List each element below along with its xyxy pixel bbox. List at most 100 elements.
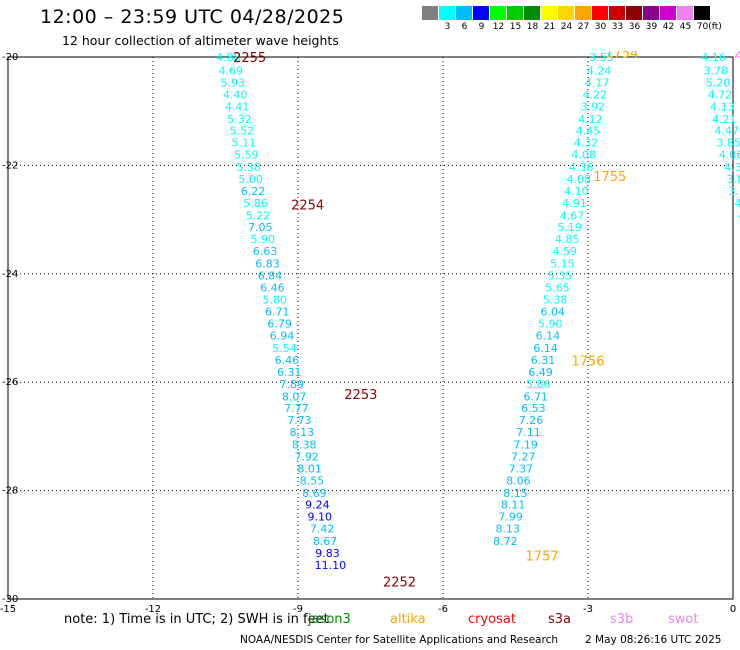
colorbar-swatch [524, 6, 540, 20]
wave-height-value: 4.85 [555, 233, 580, 246]
wave-height-value: 6.83 [255, 258, 280, 271]
y-tick-label: -26 [2, 377, 18, 388]
wave-height-value: 5.35 [548, 269, 573, 282]
wave-height-value: 11.10 [315, 559, 347, 572]
wave-height-value: 6.04 [540, 306, 565, 319]
wave-height-value: 7.37 [509, 462, 534, 475]
wave-height-value: 4.40 [223, 88, 248, 101]
colorbar-swatch [507, 6, 523, 20]
wave-height-value: 7.89 [279, 378, 304, 391]
x-tick-label: -3 [583, 604, 593, 615]
wave-height-value: 7.73 [287, 414, 312, 427]
wave-height-value: 9.24 [305, 499, 330, 512]
colorbar-tick-label: 30 [594, 22, 607, 32]
colorbar-swatch [473, 6, 489, 20]
wave-height-value: 7.19 [513, 439, 538, 452]
colorbar-swatch [439, 6, 455, 20]
colorbar-tick-label: 6 [461, 22, 468, 32]
colorbar-tick-label: 21 [543, 22, 556, 32]
wave-height-value: 5.65 [545, 281, 570, 294]
page-title: 12:00 – 23:59 UTC 04/28/2025 [40, 6, 345, 28]
wave-height-value: 5.19 [557, 221, 582, 234]
colorbar-swatch [660, 6, 676, 20]
mission-label-swot: swot [668, 612, 699, 627]
colorbar-swatch [694, 6, 710, 20]
y-tick-label: -30 [2, 594, 18, 605]
colorbar-unit: (ft) [708, 22, 722, 32]
colorbar-swatch [592, 6, 608, 20]
wave-height-value: 6.84 [258, 269, 283, 282]
colorbar-swatch [643, 6, 659, 20]
wave-height-value: 8.01 [297, 462, 322, 475]
mission-label-altika: altika [390, 612, 426, 627]
y-tick-label: -22 [2, 160, 18, 171]
wave-height-value: 5.52 [230, 125, 255, 138]
pass-time-label: 2253 [344, 388, 377, 403]
pass-time-label: 2255 [233, 51, 266, 66]
wave-height-value: 4.59 [553, 245, 578, 258]
colorbar-tick-label: 27 [577, 22, 590, 32]
wave-height-value: 8.69 [302, 487, 327, 500]
wave-height-value: 4.17 [585, 76, 610, 89]
page-subtitle: 12 hour collection of altimeter wave hei… [62, 33, 339, 48]
wave-height-value: 7.27 [511, 450, 536, 463]
wave-height-value: 6.31 [531, 354, 556, 367]
wave-height-value: 7.42 [310, 523, 335, 536]
wave-height-value: 5.00 [238, 173, 263, 186]
wave-height-value: 3.55 [589, 51, 614, 64]
colorbar-tick-label: 36 [628, 22, 641, 32]
colorbar-tick-label: 39 [645, 22, 658, 32]
wave-height-value: 4.08 [571, 149, 596, 162]
wave-height-value: 7.11 [516, 426, 541, 439]
wave-height-value: 5.54 [272, 342, 297, 355]
wave-height-value: 4.12 [578, 113, 603, 126]
wave-height-value: 4.47 [714, 125, 739, 138]
colorbar-tick-label: 33 [611, 22, 624, 32]
colorbar-swatch [558, 6, 574, 20]
wave-height-value: 8.15 [503, 487, 528, 500]
wave-height-value: 3.8 [727, 173, 740, 186]
wave-height-value: 8.13 [290, 426, 315, 439]
wave-height-value: 4.24 [587, 65, 612, 78]
wave-height-value: 6.46 [260, 281, 285, 294]
mission-label-s3a: s3a [548, 612, 572, 627]
wave-height-value: 3.0 [729, 185, 740, 198]
footer-note: note: 1) Time is in UTC; 2) SWH is in fe… [64, 612, 329, 627]
colorbar-swatch [541, 6, 557, 20]
pass-time-label: 1755 [593, 170, 626, 185]
wave-height-value: 7.77 [284, 402, 309, 415]
wave-height-value: 4.16 [701, 51, 726, 64]
x-tick-label: -9 [293, 604, 303, 615]
colorbar-swatch [575, 6, 591, 20]
track-layer: 4.884.695.934.404.415.325.525.115.595.38… [216, 47, 740, 591]
colorbar-swatch [422, 6, 438, 20]
wave-height-value: 4.10 [564, 185, 589, 198]
pass-time-label: 2 [734, 47, 740, 62]
generated-timestamp: 2 May 08:26:16 UTC 2025 [585, 634, 722, 646]
colorbar-tick-label: 42 [662, 22, 675, 32]
mission-label-cryosat: cryosat [468, 612, 516, 627]
wave-height-value: 5.15 [550, 258, 575, 271]
wave-height-value: 6.49 [528, 366, 553, 379]
wave-height-value: 5.80 [263, 293, 288, 306]
wave-height-value: 6.22 [241, 185, 266, 198]
wave-height-value: 6.46 [275, 354, 300, 367]
wave-height-value: 8.07 [282, 390, 307, 403]
wave-height-value: 4.08 [567, 173, 592, 186]
wave-height-value: 4 [738, 209, 740, 222]
wave-height-value: 5.86 [243, 197, 268, 210]
x-tick-label: 0 [730, 604, 736, 615]
wave-height-value: 9.83 [315, 547, 340, 560]
pass-time-label: 1756 [571, 355, 604, 370]
x-tick-label: -12 [145, 604, 161, 615]
wave-height-value: 5.90 [250, 233, 275, 246]
wave-height-value: 8.06 [506, 474, 531, 487]
wave-height-value: 6.31 [277, 366, 302, 379]
wave-height-value: 7.92 [294, 450, 319, 463]
wave-height-value: 3.78 [703, 65, 728, 78]
mission-label-jason3: jason3 [308, 612, 351, 627]
wave-height-value: 8.55 [300, 474, 325, 487]
wave-height-value: 7.05 [248, 221, 273, 234]
pass-time-label: 1757 [526, 550, 559, 565]
